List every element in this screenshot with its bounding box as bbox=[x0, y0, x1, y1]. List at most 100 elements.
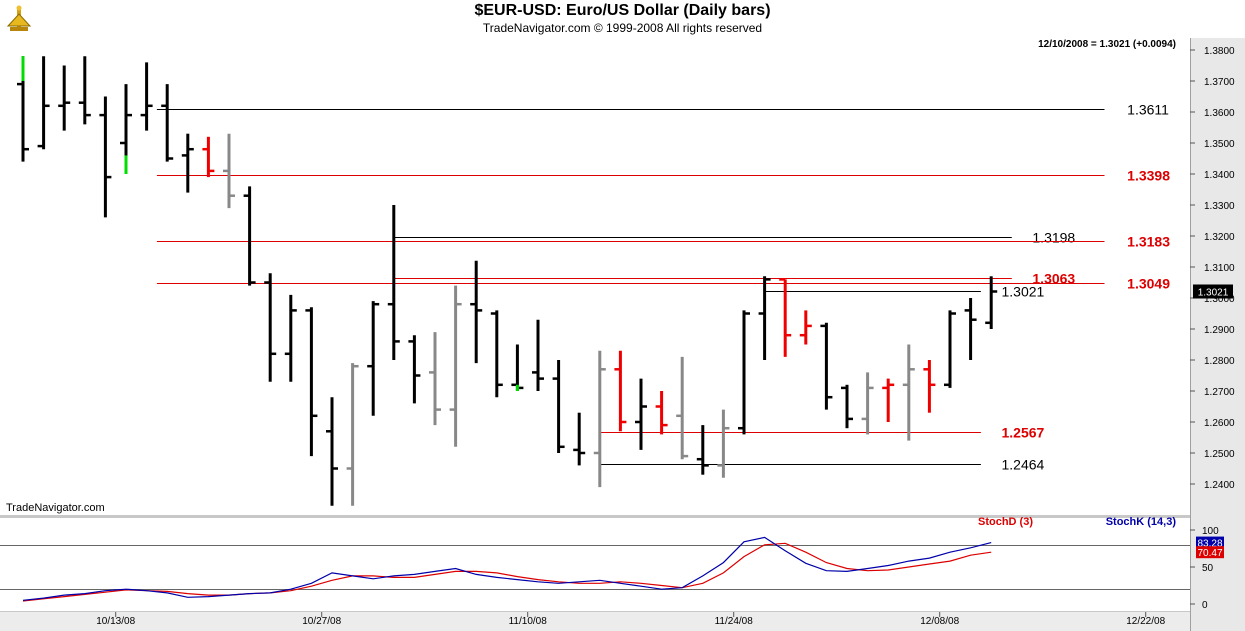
trade-navigator-logo-icon bbox=[6, 5, 32, 31]
chart-subtitle: TradeNavigator.com © 1999-2008 All right… bbox=[482, 21, 763, 35]
price-tick-label: 1.2600 bbox=[1204, 418, 1235, 429]
last-price-label: 1.3021 bbox=[1198, 287, 1229, 298]
price-tick-label: 1.3400 bbox=[1204, 170, 1235, 181]
ohlc-bar bbox=[676, 356, 689, 460]
price-tick-label: 1.3300 bbox=[1204, 201, 1235, 212]
level-label: 1.3021 bbox=[1002, 284, 1045, 300]
level-label: 1.2567 bbox=[1002, 425, 1045, 441]
ohlc-bar bbox=[58, 65, 71, 131]
ohlc-bar bbox=[305, 307, 318, 457]
date-tick-label: 11/24/08 bbox=[715, 616, 754, 627]
chart-title: $EUR-USD: Euro/US Dollar (Daily bars) bbox=[474, 2, 771, 19]
legend-stochd: StochD (3) bbox=[978, 516, 1033, 528]
ohlc-bar bbox=[470, 260, 483, 364]
ohlc-bar bbox=[181, 133, 194, 193]
price-tick-label: 1.2900 bbox=[1204, 325, 1235, 336]
ohlc-bar bbox=[202, 136, 215, 178]
price-tick-label: 1.3100 bbox=[1204, 263, 1235, 274]
ohlc-bar bbox=[593, 350, 606, 488]
ohlc-bar bbox=[346, 363, 359, 506]
ohlc-bar bbox=[408, 335, 421, 404]
ohlc-bar bbox=[758, 276, 771, 360]
ohlc-bar bbox=[882, 378, 895, 422]
price-tick-label: 1.3500 bbox=[1204, 139, 1235, 150]
ohlc-bar bbox=[573, 412, 586, 466]
ohlc-bar bbox=[17, 56, 29, 162]
price-tick-label: 1.3600 bbox=[1204, 108, 1235, 119]
ohlc-bar bbox=[902, 344, 915, 441]
ohlc-bar bbox=[944, 310, 956, 388]
ohlc-bar bbox=[738, 310, 750, 435]
ohlc-bar bbox=[223, 133, 235, 209]
price-tick-label: 1.2400 bbox=[1204, 480, 1235, 491]
price-tick-label: 1.3000 bbox=[1204, 294, 1235, 305]
ohlc-bar bbox=[449, 285, 462, 447]
ohlc-bar bbox=[284, 294, 297, 382]
stochk-line bbox=[22, 536, 992, 601]
last-price-marker bbox=[1193, 284, 1233, 299]
price-bars bbox=[17, 56, 998, 506]
stochk-marker bbox=[1196, 536, 1224, 549]
stochk-last-label: 83.28 bbox=[1197, 539, 1222, 550]
ohlc-bar bbox=[655, 391, 668, 435]
status-readout: 12/10/2008 = 1.3021 (+0.0094) bbox=[1038, 39, 1176, 50]
price-tick-label: 1.2700 bbox=[1204, 387, 1235, 398]
price-axis: 1.3800 1.3700 1.3600 1.3500 1.3400 1.3300 1.32… bbox=[1190, 46, 1235, 491]
ohlc-bar bbox=[161, 84, 174, 162]
ohlc-bar bbox=[429, 332, 441, 426]
stochastic-tick-label: 50 bbox=[1202, 563, 1214, 574]
date-axis: 10/13/08 10/27/08 11/10/08 11/24/08 12/08/08… bbox=[96, 612, 1166, 627]
level-label: 1.2464 bbox=[1002, 457, 1045, 473]
ohlc-bar bbox=[799, 310, 812, 345]
ohlc-bar bbox=[861, 372, 874, 435]
price-tick-label: 1.2800 bbox=[1204, 356, 1235, 367]
ohlc-bar bbox=[120, 84, 132, 174]
stochd-marker bbox=[1196, 546, 1224, 559]
ohlc-bar bbox=[923, 360, 936, 413]
ohlc-bar bbox=[490, 310, 503, 398]
level-label: 1.3198 bbox=[1032, 230, 1075, 246]
ohlc-bar bbox=[779, 278, 792, 357]
ohlc-bar bbox=[37, 56, 50, 150]
date-tick-label: 12/08/08 bbox=[920, 616, 959, 627]
ohlc-bar bbox=[243, 186, 256, 286]
price-tick-label: 1.3200 bbox=[1204, 232, 1235, 243]
date-tick-label: 10/27/08 bbox=[302, 616, 341, 627]
ohlc-bar bbox=[614, 350, 627, 432]
ohlc-bar bbox=[552, 360, 565, 453]
ohlc-bar bbox=[717, 409, 730, 478]
ohlc-bar bbox=[264, 273, 277, 382]
stochastic-tick-label: 0 bbox=[1202, 600, 1208, 611]
ohlc-bar bbox=[820, 322, 833, 410]
chart-header: $EUR-USD: Euro/US Dollar (Daily bars) Tr… bbox=[0, 0, 1245, 38]
ohlc-bar bbox=[841, 384, 853, 429]
level-label: 1.3183 bbox=[1127, 234, 1170, 250]
ohlc-bar bbox=[696, 425, 709, 475]
watermark: TradeNavigator.com bbox=[6, 502, 105, 514]
stochastic-tick-label: 100 bbox=[1202, 526, 1219, 537]
ohlc-bar bbox=[387, 205, 400, 360]
price-tick-label: 1.2500 bbox=[1204, 449, 1235, 460]
stochastic-lines bbox=[0, 536, 1190, 602]
ohlc-bar bbox=[367, 301, 380, 416]
price-tick-label: 1.3700 bbox=[1204, 77, 1235, 88]
price-axis-background bbox=[1190, 38, 1245, 631]
legend-stochk: StochK (14,3) bbox=[1106, 516, 1177, 528]
stochd-line bbox=[22, 542, 992, 602]
date-tick-label: 11/10/08 bbox=[509, 616, 548, 627]
ohlc-bar bbox=[78, 56, 91, 125]
level-lines: 1.3611 1.3398 1.3198 1.3183 1.3063 1.3049 1.30… bbox=[156, 102, 1170, 473]
ohlc-bar bbox=[99, 96, 112, 218]
date-tick-label: 10/13/08 bbox=[96, 616, 135, 627]
level-label: 1.3398 bbox=[1127, 168, 1170, 184]
stochd-last-label: 70.47 bbox=[1197, 548, 1222, 559]
date-tick-label: 12/22/08 bbox=[1126, 616, 1165, 627]
price-tick-label: 1.3800 bbox=[1204, 46, 1235, 57]
level-label: 1.3049 bbox=[1127, 276, 1170, 292]
ohlc-bar bbox=[140, 62, 153, 131]
level-label: 1.3611 bbox=[1127, 102, 1169, 118]
ohlc-bar bbox=[635, 378, 647, 450]
ohlc-bar bbox=[985, 276, 998, 329]
